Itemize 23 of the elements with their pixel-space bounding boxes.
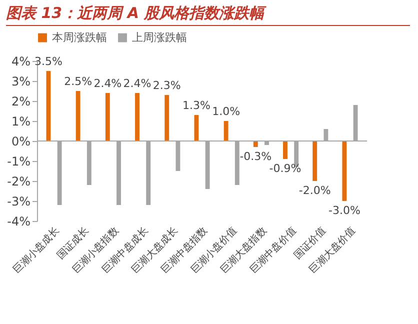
y-tick-label: -2% xyxy=(7,174,30,188)
y-tick-label: -3% xyxy=(7,194,30,208)
y-tick-label: 2% xyxy=(11,94,30,108)
y-tick-label: -1% xyxy=(7,154,30,168)
y-tick-label: 0% xyxy=(11,134,30,148)
y-tick-label: 4% xyxy=(11,54,30,68)
data-label: 2.5% xyxy=(64,75,92,88)
data-label: -0.9% xyxy=(269,162,302,175)
legend-label: 上周涨跌幅 xyxy=(132,30,187,44)
data-label: 1.0% xyxy=(212,105,240,118)
data-label: 3.5% xyxy=(34,55,62,68)
y-tick-label: -4% xyxy=(7,214,30,228)
data-label: -2.0% xyxy=(298,184,331,197)
y-tick-label: 3% xyxy=(11,74,30,88)
data-label: 2.3% xyxy=(152,79,181,92)
data-label: 2.4% xyxy=(94,77,122,90)
data-label: -0.3% xyxy=(240,150,272,163)
data-label: -3.0% xyxy=(328,204,360,217)
chart-title: 图表 13：近两周 A 股风格指数涨跌幅 xyxy=(6,4,410,26)
data-label: 1.3% xyxy=(182,99,210,112)
data-label: 2.4% xyxy=(123,77,152,90)
legend-label: 本周涨跌幅 xyxy=(52,30,107,44)
y-tick-label: 1% xyxy=(11,114,30,128)
